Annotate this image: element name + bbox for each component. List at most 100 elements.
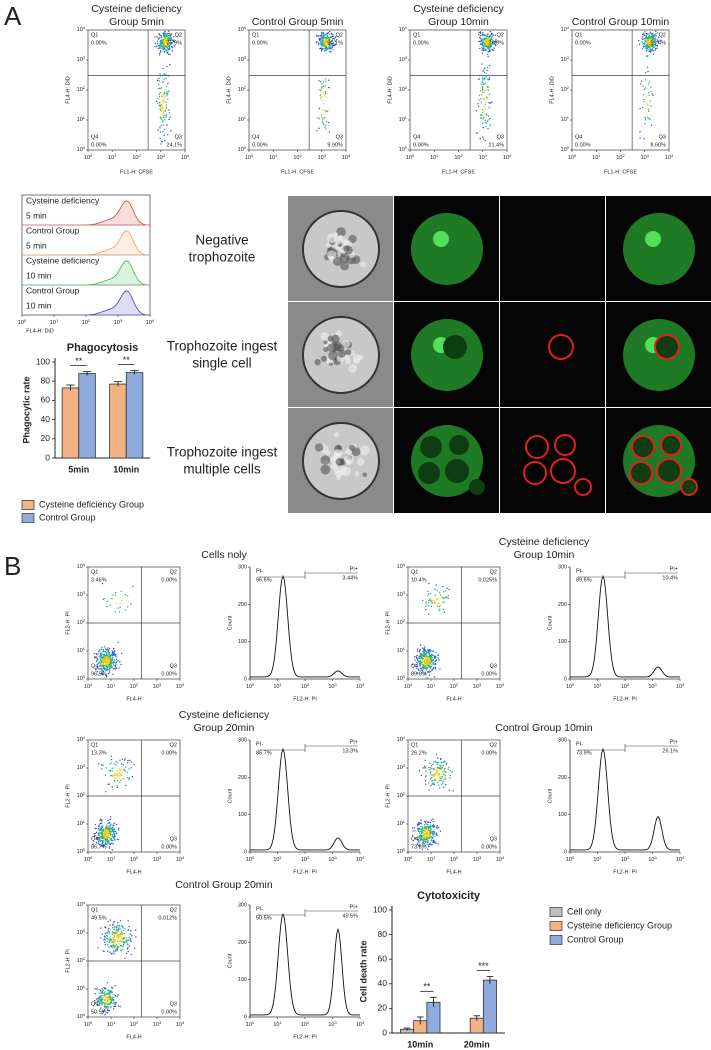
dot: [107, 1007, 108, 1008]
dot: [98, 825, 99, 826]
dot: [104, 651, 105, 652]
dot: [431, 664, 432, 665]
dot: [642, 94, 643, 95]
dot: [430, 593, 431, 594]
dot: [115, 1002, 116, 1003]
dot: [433, 774, 434, 775]
dot: [121, 930, 122, 931]
dot: [162, 46, 163, 47]
dot: [106, 941, 107, 942]
x-axis-label: FL4-H: [446, 696, 461, 702]
dot: [106, 662, 107, 663]
dot: [478, 78, 479, 79]
dot: [445, 784, 446, 785]
dot: [168, 119, 169, 120]
dot: [111, 762, 112, 763]
dot: [112, 657, 113, 658]
dot: [414, 656, 415, 657]
y-tick-label: 100: [36, 356, 50, 366]
dot: [329, 31, 330, 32]
dot: [647, 40, 648, 41]
quadrant-pct: 0.00%: [161, 1009, 177, 1015]
dot: [322, 43, 323, 44]
dot: [102, 842, 103, 843]
dot: [155, 43, 156, 44]
dot: [165, 34, 166, 35]
dot: [426, 828, 427, 829]
dot: [118, 1005, 119, 1006]
quadrant-pct: 0.00%: [481, 750, 497, 756]
dot: [108, 1010, 109, 1011]
dot: [428, 659, 429, 660]
y-axis-label: Phagocytic rate: [21, 376, 31, 443]
dot: [169, 33, 170, 34]
dot: [114, 775, 115, 776]
plot-frame: [410, 30, 507, 150]
dot: [425, 783, 426, 784]
dot: [114, 780, 115, 781]
dot: [116, 944, 117, 945]
dot: [328, 122, 329, 123]
dot: [109, 826, 110, 827]
dot: [648, 108, 649, 109]
dot: [643, 43, 644, 44]
dot: [479, 32, 480, 33]
dot: [326, 48, 327, 49]
dot: [448, 769, 449, 770]
dot: [106, 935, 107, 936]
dot: [161, 39, 162, 40]
dot: [111, 667, 112, 668]
bar: [110, 384, 127, 458]
dot: [104, 938, 105, 939]
dot: [102, 657, 103, 658]
dot: [433, 783, 434, 784]
dot: [485, 41, 486, 42]
dot: [104, 837, 105, 838]
dot: [487, 51, 488, 52]
dot: [434, 602, 435, 603]
dot: [165, 78, 166, 79]
dot: [101, 838, 102, 839]
quadrant-pct: 90.1%: [327, 40, 343, 46]
dot: [650, 91, 651, 92]
dot: [484, 77, 485, 78]
dot: [122, 941, 123, 942]
dot: [481, 115, 482, 116]
dot: [115, 668, 116, 669]
dot: [114, 665, 115, 666]
dot: [111, 759, 112, 760]
dot: [647, 33, 648, 34]
dot: [107, 989, 108, 990]
dot: [322, 119, 323, 120]
dot: [435, 660, 436, 661]
dot: [128, 926, 129, 927]
overlay-label: Control Group: [26, 225, 80, 235]
quadrant-pct: 0.00%: [481, 671, 497, 677]
dot: [323, 41, 324, 42]
dot: [113, 648, 114, 649]
dot: [429, 662, 430, 663]
dot: [162, 96, 163, 97]
dot: [104, 1006, 105, 1007]
dot: [478, 106, 479, 107]
gate-pct: 96.6%: [256, 577, 272, 583]
dot: [322, 121, 323, 122]
y-tick-label: 200: [558, 775, 567, 781]
dot: [98, 828, 99, 829]
texture: [328, 336, 334, 342]
dot: [642, 39, 643, 40]
dot: [640, 83, 641, 84]
dot: [316, 42, 317, 43]
dot: [424, 831, 425, 832]
dot: [433, 763, 434, 764]
dot: [160, 92, 161, 93]
y-axis-label: FL4-H: DiD: [549, 76, 555, 104]
dot: [445, 778, 446, 779]
dot: [110, 657, 111, 658]
dot: [117, 780, 118, 781]
dot: [167, 93, 168, 94]
dot: [421, 829, 422, 830]
dot: [326, 128, 327, 129]
dot: [650, 106, 651, 107]
dot: [652, 36, 653, 37]
